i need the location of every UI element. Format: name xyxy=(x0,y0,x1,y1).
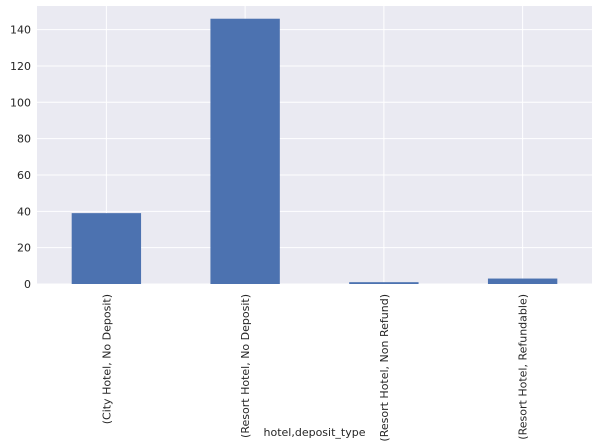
x-tick-label: (City Hotel, No Deposit) xyxy=(100,294,113,424)
x-tick-label: (Resort Hotel, No Deposit) xyxy=(239,294,252,438)
y-axis-ticks: 0 20 40 60 80 100 120 140 xyxy=(10,24,31,291)
x-tick-label: (Resort Hotel, Refundable) xyxy=(517,294,530,440)
x-axis-label: hotel,deposit_type xyxy=(264,426,366,439)
y-tick-label: 80 xyxy=(17,133,31,146)
bars xyxy=(71,18,558,284)
x-axis-ticks: (City Hotel, No Deposit) (Resort Hotel, N… xyxy=(100,294,529,442)
bar xyxy=(487,278,558,284)
x-tick-label: (Resort Hotel, Non Refund) xyxy=(378,294,391,442)
y-tick-label: 40 xyxy=(17,205,31,218)
y-tick-label: 60 xyxy=(17,169,31,182)
y-tick-label: 100 xyxy=(10,96,31,109)
y-tick-label: 140 xyxy=(10,24,31,37)
bar xyxy=(210,18,280,284)
bar xyxy=(349,282,419,284)
y-tick-label: 0 xyxy=(24,278,31,291)
y-tick-label: 120 xyxy=(10,60,31,73)
bar xyxy=(71,213,142,284)
y-tick-label: 20 xyxy=(17,242,31,255)
